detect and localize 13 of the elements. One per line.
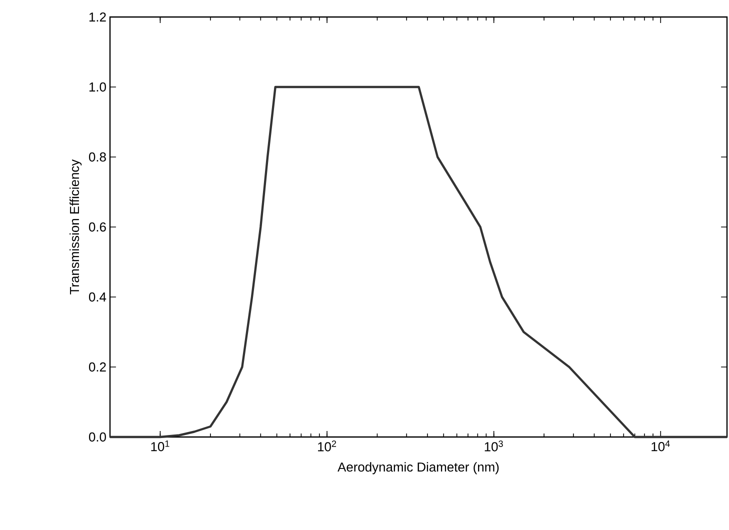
y-axis-title: Transmission Efficiency [70, 159, 82, 294]
x-tick-label: 10$^{1}$ [151, 440, 170, 452]
y-tick-label: 0.2 [88, 362, 106, 372]
y-tick-label: 1.0 [89, 82, 106, 92]
x-tick-label: 10$^{3}$ [484, 440, 503, 452]
x-axis-title: Aerodynamic Diameter (nm) [338, 462, 499, 474]
x-tick-label: 10$^{2}$ [318, 440, 336, 452]
y-tick-label: 0.6 [88, 222, 106, 232]
y-tick-label: 0.4 [88, 292, 106, 302]
x-tick-label: 10$^{4}$ [652, 440, 670, 452]
y-tick-label: 1.2 [89, 12, 106, 22]
y-tick-label: 0.8 [88, 152, 106, 162]
y-tick-label: 0.0 [88, 432, 106, 442]
